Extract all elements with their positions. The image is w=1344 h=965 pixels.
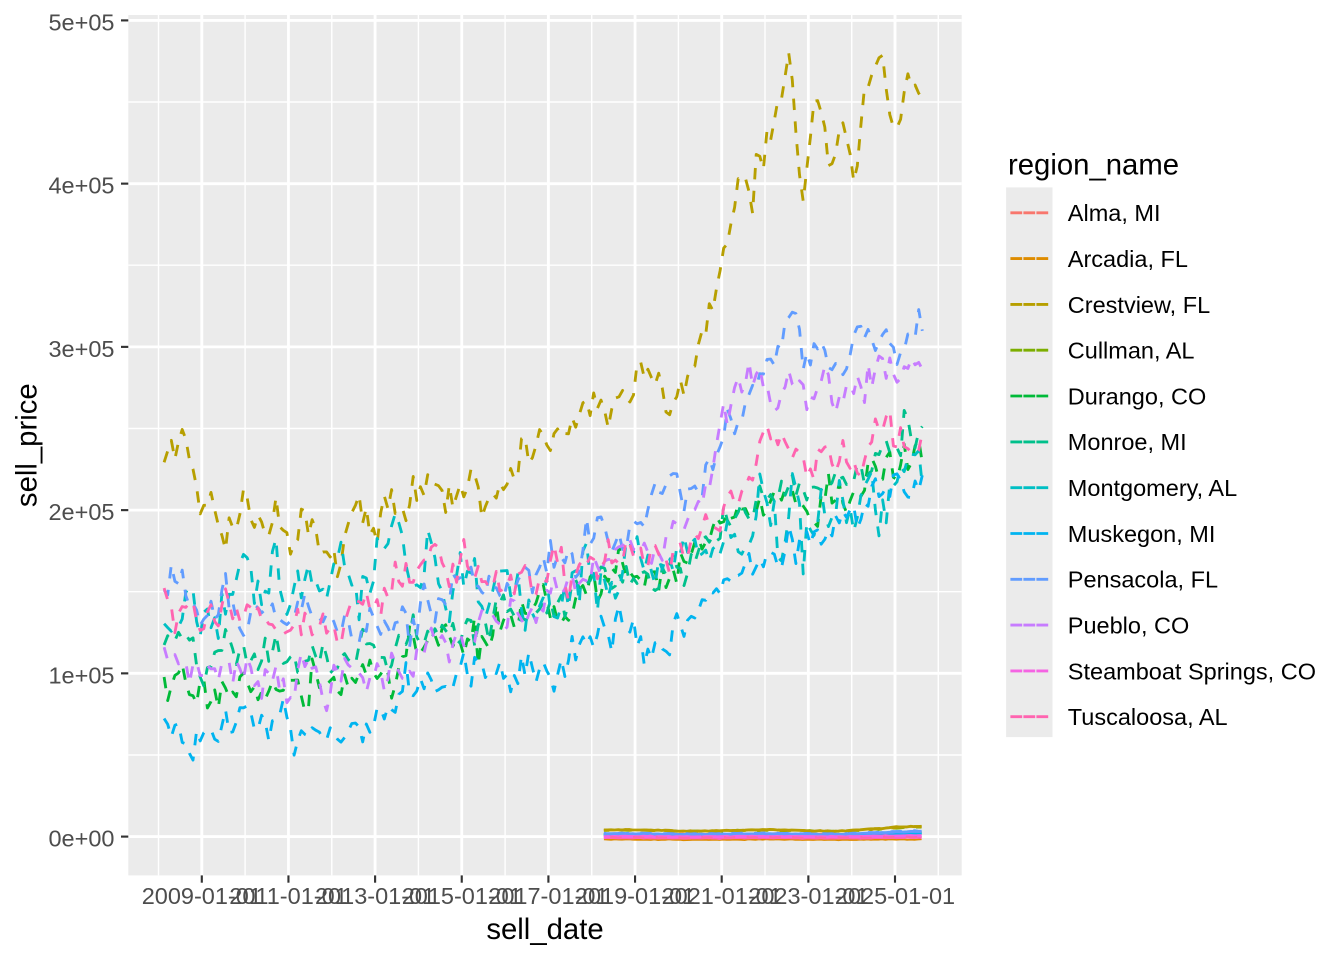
svg-text:sell_date: sell_date bbox=[486, 913, 603, 946]
svg-text:2015-01-01: 2015-01-01 bbox=[402, 883, 522, 909]
svg-text:2009-01-01: 2009-01-01 bbox=[142, 883, 262, 909]
svg-text:Steamboat Springs, CO: Steamboat Springs, CO bbox=[1068, 658, 1316, 684]
svg-text:Cullman, AL: Cullman, AL bbox=[1068, 338, 1195, 364]
svg-text:3e+05: 3e+05 bbox=[48, 336, 114, 362]
svg-text:Pueblo, CO: Pueblo, CO bbox=[1068, 613, 1189, 639]
svg-text:Tuscaloosa, AL: Tuscaloosa, AL bbox=[1068, 704, 1228, 730]
svg-text:Arcadia, FL: Arcadia, FL bbox=[1068, 246, 1188, 272]
svg-text:2013-01-01: 2013-01-01 bbox=[315, 883, 435, 909]
svg-text:Monroe, MI: Monroe, MI bbox=[1068, 429, 1187, 455]
svg-text:1e+05: 1e+05 bbox=[48, 662, 114, 688]
svg-text:2011-01-01: 2011-01-01 bbox=[229, 883, 347, 909]
svg-text:5e+05: 5e+05 bbox=[48, 9, 114, 35]
svg-text:sell_price: sell_price bbox=[11, 383, 44, 507]
svg-text:Pensacola, FL: Pensacola, FL bbox=[1068, 567, 1218, 593]
svg-text:2025-01-01: 2025-01-01 bbox=[835, 883, 955, 909]
svg-text:4e+05: 4e+05 bbox=[48, 173, 114, 199]
svg-text:Muskegon, MI: Muskegon, MI bbox=[1068, 521, 1216, 547]
svg-text:2017-01-01: 2017-01-01 bbox=[488, 883, 608, 909]
svg-text:2021-01-01: 2021-01-01 bbox=[662, 883, 782, 909]
svg-text:Alma, MI: Alma, MI bbox=[1068, 200, 1161, 226]
svg-text:Durango, CO: Durango, CO bbox=[1068, 383, 1206, 409]
svg-text:2019-01-01: 2019-01-01 bbox=[575, 883, 695, 909]
svg-text:Crestview, FL: Crestview, FL bbox=[1068, 292, 1210, 318]
svg-text:0e+00: 0e+00 bbox=[48, 826, 114, 852]
svg-text:2e+05: 2e+05 bbox=[48, 499, 114, 525]
svg-text:region_name: region_name bbox=[1008, 149, 1179, 182]
svg-text:2023-01-01: 2023-01-01 bbox=[748, 883, 868, 909]
svg-text:Montgomery, AL: Montgomery, AL bbox=[1068, 475, 1237, 501]
